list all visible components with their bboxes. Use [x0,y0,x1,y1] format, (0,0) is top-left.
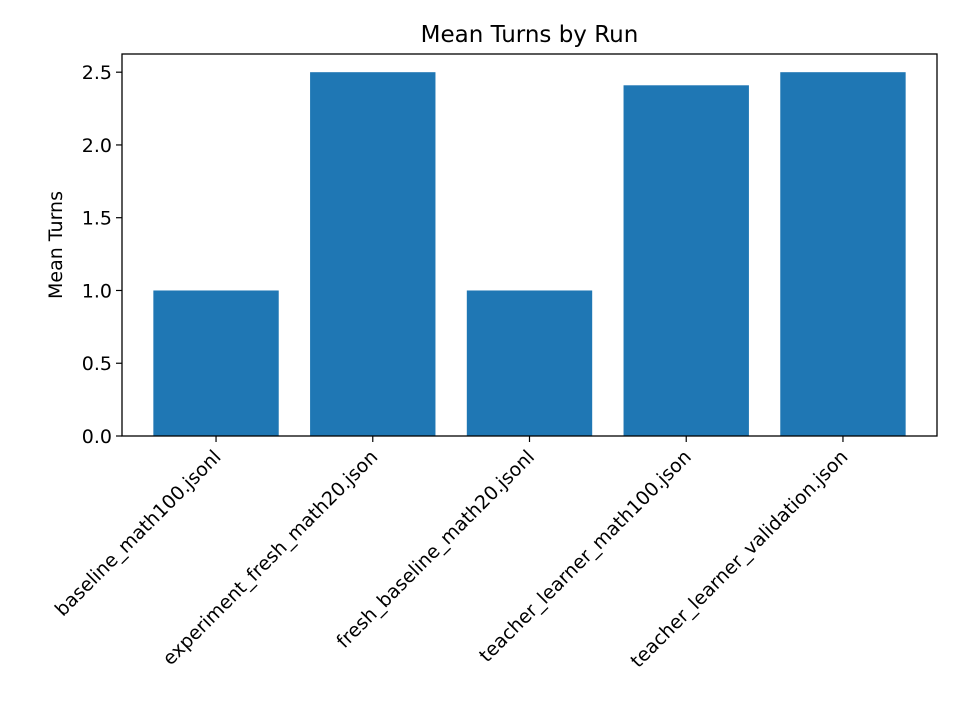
y-axis-label: Mean Turns [45,191,67,299]
bar-4 [780,72,906,436]
bar-3 [623,85,749,436]
chart-title: Mean Turns by Run [421,22,639,48]
y-tick-label: 1.5 [82,208,112,230]
y-tick-label: 0.5 [82,353,112,375]
bar-1 [310,72,436,436]
y-tick-label: 1.0 [82,280,112,302]
bars-layer [153,72,906,436]
y-tick-label: 2.5 [82,62,112,84]
bar-0 [153,290,279,436]
bar-2 [466,290,593,436]
y-tick-label: 2.0 [82,135,112,157]
y-axis: 0.0 0.5 1.0 1.5 2.0 2.5 [82,62,122,448]
y-tick-label: 0.0 [82,426,112,448]
